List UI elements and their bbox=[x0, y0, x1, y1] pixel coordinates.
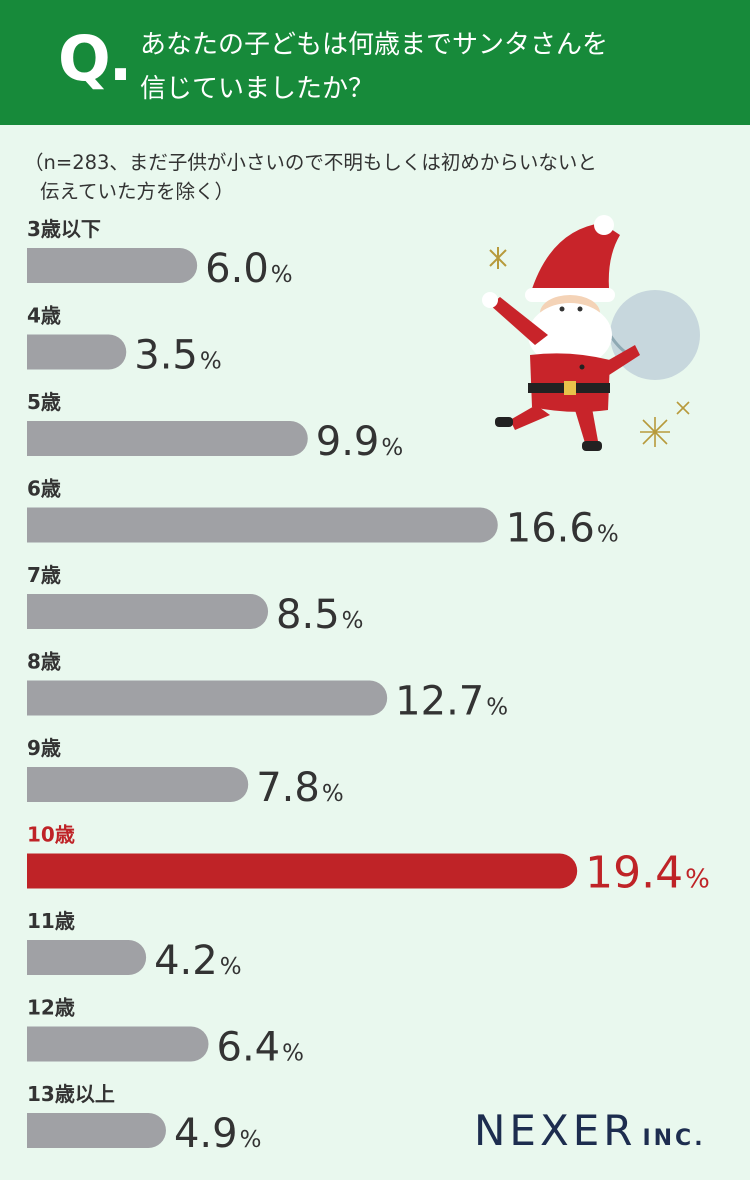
bar bbox=[27, 594, 269, 629]
value-label: 8.5 bbox=[276, 592, 340, 638]
category-label: 13歳以上 bbox=[27, 1082, 115, 1106]
bar-left-edge bbox=[27, 507, 62, 543]
category-label: 5歳 bbox=[27, 390, 61, 414]
value-label: 4.2 bbox=[154, 938, 218, 984]
value-label: 12.7 bbox=[395, 679, 484, 725]
santa-illustration bbox=[482, 215, 700, 451]
bar-left-edge bbox=[27, 1113, 62, 1148]
question-text-line1: あなたの子どもは何歳までサンタさんを bbox=[140, 30, 609, 60]
bar bbox=[27, 507, 498, 543]
bar-left-edge bbox=[27, 767, 62, 802]
sample-note-line2: 伝えていた方を除く） bbox=[40, 180, 235, 203]
percent-unit: % bbox=[381, 435, 403, 461]
question-text-line2: 信じていましたか？ bbox=[140, 74, 375, 104]
q-mark: Q. bbox=[58, 22, 132, 95]
value-label: 4.9 bbox=[174, 1111, 238, 1157]
category-label: 3歳以下 bbox=[27, 217, 101, 241]
bar-left-edge bbox=[27, 940, 62, 975]
bar-left-edge bbox=[27, 334, 62, 370]
category-label: 7歳 bbox=[27, 563, 61, 587]
percent-unit: % bbox=[282, 1041, 304, 1067]
bar-left-edge bbox=[27, 1026, 62, 1062]
bar-left-edge bbox=[27, 594, 62, 629]
bar bbox=[27, 248, 198, 283]
bar bbox=[27, 767, 249, 802]
bar-left-edge bbox=[27, 680, 62, 716]
question-header: Q. あなたの子どもは何歳までサンタさんを 信じていましたか？ bbox=[0, 0, 750, 125]
bar bbox=[27, 680, 388, 716]
percent-unit: % bbox=[597, 522, 619, 548]
percent-unit: % bbox=[322, 781, 344, 807]
percent-unit: % bbox=[220, 954, 242, 980]
category-label: 11歳 bbox=[27, 909, 75, 933]
bar-left-edge bbox=[27, 853, 62, 889]
category-label: 8歳 bbox=[27, 650, 61, 674]
value-label: 16.6 bbox=[506, 506, 595, 552]
sparkle-icon bbox=[640, 417, 670, 447]
category-label: 6歳 bbox=[27, 477, 61, 501]
logo-main-text: NEXER bbox=[474, 1106, 637, 1155]
category-label: 4歳 bbox=[27, 304, 61, 328]
sparkle-icon bbox=[489, 247, 507, 269]
category-label: 12歳 bbox=[27, 996, 75, 1020]
percent-unit: % bbox=[342, 608, 364, 634]
sample-note-line1: （n=283、まだ子供が小さいので不明もしくは初めからいないと bbox=[24, 151, 597, 174]
percent-unit: % bbox=[200, 349, 222, 375]
bar bbox=[27, 421, 308, 456]
value-label: 9.9 bbox=[316, 419, 380, 465]
value-label: 6.0 bbox=[205, 246, 269, 292]
percent-unit: % bbox=[685, 865, 710, 895]
value-label: 19.4 bbox=[585, 848, 683, 899]
value-label: 6.4 bbox=[217, 1025, 281, 1071]
value-label: 7.8 bbox=[256, 765, 320, 811]
bar-left-edge bbox=[27, 421, 62, 456]
bar-left-edge bbox=[27, 248, 62, 283]
category-label: 10歳 bbox=[27, 823, 75, 847]
value-label: 3.5 bbox=[134, 333, 198, 379]
percent-unit: % bbox=[486, 695, 508, 721]
percent-unit: % bbox=[271, 262, 293, 288]
logo-sub-text: INC. bbox=[642, 1126, 706, 1151]
sparkle-icon bbox=[676, 401, 690, 415]
percent-unit: % bbox=[240, 1127, 262, 1153]
nexer-logo: NEXER INC. bbox=[474, 1106, 706, 1155]
bar bbox=[27, 853, 578, 889]
bar bbox=[27, 1026, 209, 1062]
category-label: 9歳 bbox=[27, 736, 61, 760]
